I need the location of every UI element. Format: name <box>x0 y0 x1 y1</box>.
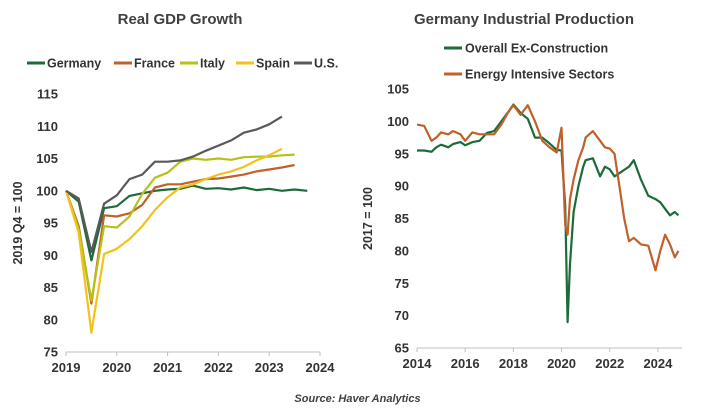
series-line-italy <box>64 153 295 302</box>
x-tick-label: 2023 <box>255 360 284 375</box>
legend-label: Italy <box>200 57 225 71</box>
y-tick-label: 105 <box>36 151 58 166</box>
x-tick-label: 2021 <box>153 360 182 375</box>
x-tick-label: 2019 <box>52 360 81 375</box>
y-tick-label: 80 <box>44 312 58 327</box>
y-tick-label: 100 <box>387 114 409 129</box>
x-tick-label: 2020 <box>547 356 576 371</box>
legend-label: Germany <box>47 57 101 71</box>
x-tick-label: 2016 <box>451 356 480 371</box>
y-tick-label: 65 <box>395 341 409 356</box>
legend-label: Energy Intensive Sectors <box>465 68 614 82</box>
series-line-u-s- <box>65 115 283 254</box>
y-tick-label: 70 <box>395 308 409 323</box>
y-tick-label: 95 <box>44 216 58 231</box>
legend-label: France <box>134 57 175 71</box>
y-tick-label: 85 <box>395 211 409 226</box>
x-tick-label: 2020 <box>102 360 131 375</box>
legend-label: U.S. <box>314 57 338 71</box>
y-tick-label: 85 <box>44 280 58 295</box>
y-tick-label: 75 <box>44 345 58 360</box>
series-line-spain <box>64 147 283 334</box>
x-tick-label: 2024 <box>306 360 336 375</box>
series-line-energy-intensive-sectors <box>416 104 680 272</box>
legend-label: Overall Ex-Construction <box>465 42 608 56</box>
y-tick-label: 100 <box>36 183 58 198</box>
y-tick-label: 110 <box>37 119 58 134</box>
y-tick-label: 90 <box>44 248 58 263</box>
series-line-germany <box>65 184 308 262</box>
y-tick-label: 75 <box>395 276 409 291</box>
chart-title: Real GDP Growth <box>118 11 243 28</box>
chart-title: Germany Industrial Production <box>414 11 634 28</box>
chart-1: Real GDP Growth 75 80 85 90 95 100 105 110 115 201… <box>11 11 338 375</box>
x-tick-label: 2022 <box>204 360 233 375</box>
x-tick-label: 2024 <box>643 356 673 371</box>
x-tick-label: 2014 <box>403 356 433 371</box>
x-tick-label: 2022 <box>595 356 624 371</box>
legend-label: Spain <box>256 57 290 71</box>
source-note: Source: Haver Analytics <box>294 393 421 405</box>
y-tick-label: 115 <box>37 87 58 102</box>
y-tick-label: 80 <box>395 243 409 258</box>
y-tick-label: 90 <box>395 179 409 194</box>
series-line-overall-ex-construction <box>417 103 680 324</box>
y-tick-label: 95 <box>395 146 409 161</box>
y-tick-label: 105 <box>387 82 409 97</box>
y-axis-label: 2019 Q4 = 100 <box>11 181 25 264</box>
chart-2: Germany Industrial Production 65 70 75 80 85 9… <box>361 11 682 371</box>
y-axis-label: 2017 = 100 <box>361 187 375 250</box>
series-line-france <box>64 163 295 305</box>
x-tick-label: 2018 <box>499 356 528 371</box>
